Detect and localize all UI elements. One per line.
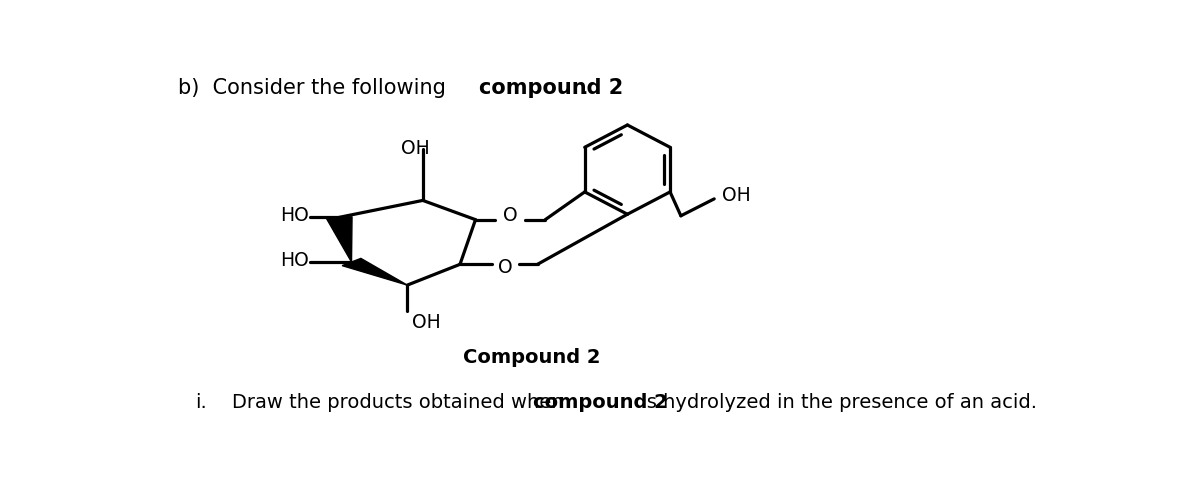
Text: OH: OH bbox=[721, 186, 750, 205]
Text: HO: HO bbox=[280, 206, 308, 225]
Text: i.: i. bbox=[194, 393, 206, 412]
Text: compound 2: compound 2 bbox=[533, 393, 668, 412]
Text: Draw the products obtained when: Draw the products obtained when bbox=[232, 393, 570, 412]
Polygon shape bbox=[326, 217, 352, 262]
Text: O: O bbox=[498, 258, 512, 277]
Polygon shape bbox=[342, 258, 407, 285]
Text: O: O bbox=[503, 206, 517, 225]
Text: b)  Consider the following: b) Consider the following bbox=[178, 78, 452, 99]
Text: .: . bbox=[582, 78, 588, 99]
Text: compound 2: compound 2 bbox=[479, 78, 624, 99]
Text: Compound 2: Compound 2 bbox=[462, 348, 600, 367]
Text: HO: HO bbox=[280, 251, 308, 270]
Text: OH: OH bbox=[412, 313, 440, 332]
Text: is hydrolyzed in the presence of an acid.: is hydrolyzed in the presence of an acid… bbox=[635, 393, 1037, 412]
Text: OH: OH bbox=[401, 139, 430, 158]
